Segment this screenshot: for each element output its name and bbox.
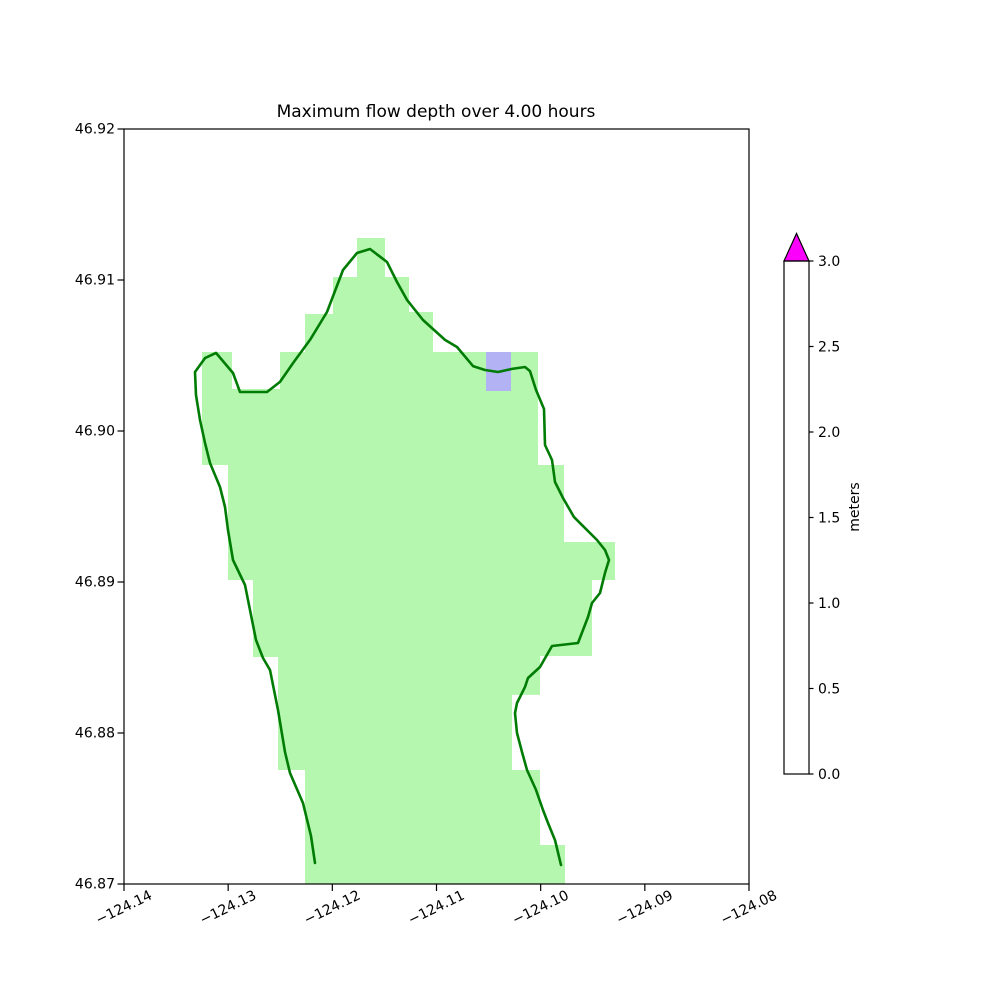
- colorbar-tick-label: 2.5: [818, 340, 840, 356]
- y-axis-ticks: 46.92 46.91 46.90 46.89 46.88 46.87: [75, 122, 124, 893]
- colorbar-tick-label: 0.0: [818, 767, 840, 783]
- colorbar-over-arrow: [783, 232, 810, 262]
- colorbar-ticks: 0.0 0.5 1.0 1.5 2.0 2.5 3.0: [809, 254, 840, 783]
- colorbar: 0.0 0.5 1.0 1.5 2.0 2.5 3.0 meters: [783, 232, 863, 783]
- y-tick-label: 46.89: [75, 575, 115, 591]
- x-tick-label: −124.08: [718, 888, 780, 929]
- colorbar-axis-label: meters: [847, 482, 863, 531]
- land-region: [202, 238, 615, 884]
- x-tick-label: −124.13: [197, 888, 259, 929]
- colorbar-tick-label: 2.0: [818, 425, 840, 441]
- x-tick-label: −124.09: [614, 888, 676, 929]
- colorbar-outline: [783, 260, 810, 775]
- x-tick-label: −124.10: [510, 888, 572, 929]
- y-tick-label: 46.91: [75, 273, 115, 289]
- colorbar-tick-label: 1.5: [818, 511, 840, 527]
- x-tick-label: −124.12: [302, 888, 364, 929]
- x-tick-label: −124.11: [406, 888, 468, 929]
- colorbar-tick-label: 0.5: [818, 682, 840, 698]
- y-tick-label: 46.90: [75, 424, 115, 440]
- y-tick-label: 46.87: [75, 877, 115, 893]
- colorbar-tick-label: 1.0: [818, 596, 840, 612]
- y-tick-label: 46.92: [75, 122, 115, 138]
- map-area: [193, 238, 615, 884]
- plot-title: Maximum flow depth over 4.00 hours: [277, 102, 596, 122]
- y-tick-label: 46.88: [75, 726, 115, 742]
- x-tick-label: −124.14: [93, 887, 155, 928]
- x-axis-ticks: −124.14 −124.13 −124.12 −124.11 −124.10 −124.…: [93, 884, 780, 928]
- coastline-contour: [193, 247, 611, 867]
- colorbar-tick-label: 3.0: [818, 254, 840, 270]
